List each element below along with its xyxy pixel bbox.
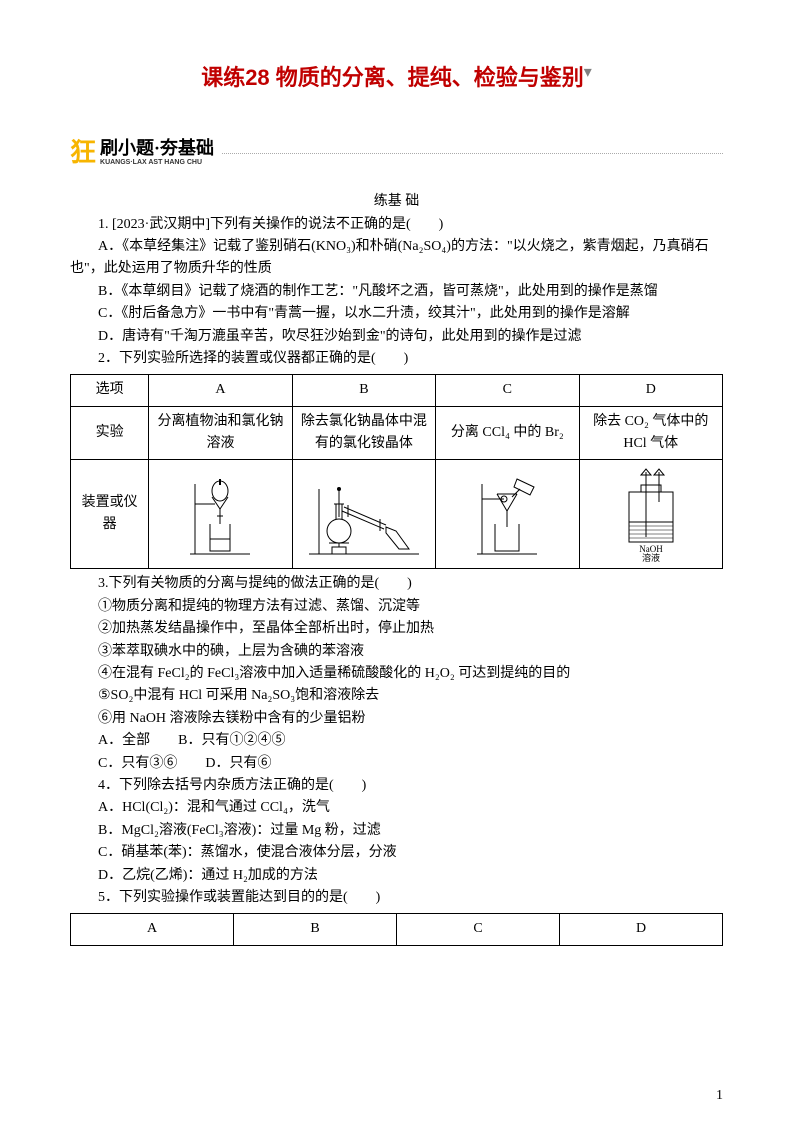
page-number: 1 (716, 1085, 723, 1107)
q4-opt-d: D．乙烷(乙烯)：通过 H₂加成的方法 (70, 865, 723, 887)
banner-main-text: 刷小题·夯基础 KUANGS·LAX AST HANG CHU (100, 139, 214, 166)
banner-main-inner: 刷小题·夯基础 (100, 138, 214, 158)
diagram-b (292, 460, 435, 569)
table-row: 选项 A B C D (71, 375, 723, 406)
q3-i4: ④在混有 FeCl₂的 FeCl₃溶液中加入适量稀硫酸酸化的 H₂O₂ 可达到提… (70, 663, 723, 685)
q3-i5: ⑤SO₂中混有 HCl 可采用 Na₂SO₃饱和溶液除去 (70, 685, 723, 707)
cell-d-exp: 除去 CO₂ 气体中的 HCl 气体 (579, 406, 722, 460)
q3-i2: ②加热蒸发结晶操作中，至晶体全部析出时，停止加热 (70, 618, 723, 640)
q3-opt-a: A．全部 (98, 733, 150, 748)
q3-opt-d: D．只有⑥ (205, 756, 271, 771)
q4-opt-b: B．MgCl₂溶液(FeCl₃溶液)：过量 Mg 粉，过滤 (70, 820, 723, 842)
subsection-heading: 练基 础 (70, 191, 723, 213)
banner-kuang-char: 狂 (70, 132, 96, 174)
title-caret: ▾ (584, 64, 592, 81)
q1-opt-d: D．唐诗有"千淘万漉虽辛苦，吹尽狂沙始到金"的诗句，此处用到的操作是过滤 (70, 326, 723, 348)
row-label-opt: 选项 (71, 375, 149, 406)
page-title: 课练28 物质的分离、提纯、检验与鉴别▾ (70, 60, 723, 95)
diagram-d: NaOH 溶液 (579, 460, 722, 569)
cell-c-exp: 分离 CCl₄ 中的 Br₂ (436, 406, 579, 460)
cell-b-exp: 除去氯化钠晶体中混有的氯化铵晶体 (292, 406, 435, 460)
table-row: 实验 分离植物油和氯化钠溶液 除去氯化钠晶体中混有的氯化铵晶体 分离 CCl₄ … (71, 406, 723, 460)
q3-opt-b: B．只有①②④⑤ (178, 733, 285, 748)
cell-b-opt: B (292, 375, 435, 406)
cell-a-opt: A (149, 375, 292, 406)
separating-funnel-icon (175, 469, 265, 559)
cell-d-opt: D (579, 375, 722, 406)
q1-stem: 1. [2023·武汉期中]下列有关操作的说法不正确的是( ) (70, 214, 723, 236)
q3-stem: 3.下列有关物质的分离与提纯的做法正确的是( ) (70, 573, 723, 595)
q2-table: 选项 A B C D 实验 分离植物油和氯化钠溶液 除去氯化钠晶体中混有的氯化铵… (70, 374, 723, 569)
diagram-c (436, 460, 579, 569)
filter-funnel-icon (462, 469, 552, 559)
distillation-icon (304, 469, 424, 559)
cell-a-exp: 分离植物油和氯化钠溶液 (149, 406, 292, 460)
table-row: 装置或仪器 (71, 460, 723, 569)
q4-opt-a: A．HCl(Cl₂)：混和气通过 CCl₄，洗气 (70, 797, 723, 819)
q3-i1: ①物质分离和提纯的物理方法有过滤、蒸馏、沉淀等 (70, 596, 723, 618)
q3-opts-cd: C．只有③⑥ D．只有⑥ (70, 753, 723, 775)
title-text: 课练28 物质的分离、提纯、检验与鉴别 (201, 60, 584, 95)
naoh-label2: 溶液 (642, 552, 660, 562)
q1-opt-a: A．《本草经集注》记载了鉴别硝石(KNO₃)和朴硝(Na₂SO₄)的方法："以火… (70, 236, 723, 281)
row-label-dev: 装置或仪器 (71, 460, 149, 569)
diagram-a (149, 460, 292, 569)
q5-c: C (397, 914, 560, 945)
q3-i6: ⑥用 NaOH 溶液除去镁粉中含有的少量铝粉 (70, 708, 723, 730)
q5-table: A B C D (70, 913, 723, 945)
table-row: A B C D (71, 914, 723, 945)
q3-opts-ab: A．全部 B．只有①②④⑤ (70, 730, 723, 752)
section-banner: 狂 刷小题·夯基础 KUANGS·LAX AST HANG CHU (70, 135, 723, 171)
gas-washing-bottle-icon: NaOH 溶液 (611, 467, 691, 562)
q5-a: A (71, 914, 234, 945)
q5-stem: 5．下列实验操作或装置能达到目的的是( ) (70, 887, 723, 909)
row-label-exp: 实验 (71, 406, 149, 460)
q4-opt-c: C．硝基苯(苯)：蒸馏水，使混合液体分层，分液 (70, 842, 723, 864)
q1-opt-c: C．《肘后备急方》一书中有"青蒿一握，以水二升渍，绞其汁"，此处用到的操作是溶解 (70, 303, 723, 325)
q1-opt-b: B．《本草纲目》记载了烧酒的制作工艺："凡酸坏之酒，皆可蒸烧"，此处用到的操作是… (70, 281, 723, 303)
q5-b: B (234, 914, 397, 945)
banner-sub-text: KUANGS·LAX AST HANG CHU (100, 159, 214, 167)
q3-opt-c: C．只有③⑥ (98, 756, 177, 771)
banner-dotted-line (222, 153, 723, 154)
q5-d: D (560, 914, 723, 945)
q4-stem: 4．下列除去括号内杂质方法正确的是( ) (70, 775, 723, 797)
cell-c-opt: C (436, 375, 579, 406)
q2-stem: 2．下列实验所选择的装置或仪器都正确的是( ) (70, 348, 723, 370)
q3-i3: ③苯萃取碘水中的碘，上层为含碘的苯溶液 (70, 641, 723, 663)
